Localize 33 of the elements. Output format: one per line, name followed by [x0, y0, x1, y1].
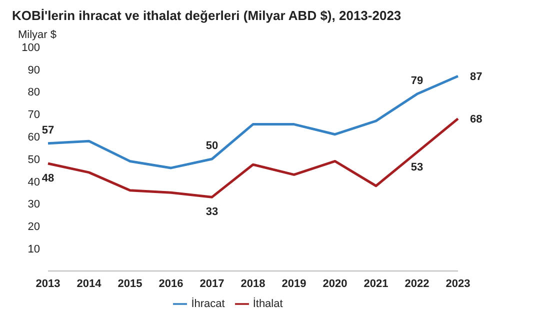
data-label: 57 — [42, 124, 54, 136]
y-tick-label: 80 — [28, 86, 40, 99]
x-tick-label: 2018 — [240, 278, 266, 290]
chart-title: KOBİ'lerin ihracat ve ithalat değerleri (Milyar ABD $), 2013-2023 — [11, 8, 402, 23]
data-label: 50 — [206, 140, 218, 152]
x-tick-label: 2016 — [158, 278, 184, 290]
legend-label: İhracat — [191, 298, 225, 310]
y-tick-label: 30 — [28, 198, 40, 211]
y-tick-label: 50 — [28, 154, 40, 166]
x-tick-label: 2020 — [322, 278, 348, 290]
y-tick-label: 70 — [28, 109, 40, 122]
y-tick-label: 100 — [22, 42, 40, 54]
y-tick-label: 20 — [28, 221, 40, 234]
legend-label: İthalat — [252, 298, 283, 310]
x-tick-label: 2015 — [118, 278, 142, 290]
y-axis-title: Milyar $ — [17, 29, 58, 41]
x-tick-label: 2019 — [282, 278, 306, 290]
y-tick-label: 60 — [28, 132, 40, 144]
x-tick-label: 2014 — [76, 278, 102, 290]
data-label: 48 — [42, 172, 54, 184]
x-tick-label: 2013 — [36, 278, 60, 290]
x-tick-label: 2017 — [200, 278, 224, 290]
x-tick-label: 2023 — [446, 278, 470, 290]
y-tick-label: 40 — [28, 176, 40, 188]
x-tick-label: 2021 — [364, 278, 388, 290]
y-tick-label: 10 — [28, 244, 40, 256]
data-label: 87 — [470, 71, 482, 84]
y-tick-label: 90 — [28, 64, 40, 76]
data-label: 53 — [410, 161, 424, 174]
data-label: 79 — [410, 75, 424, 88]
data-label: 33 — [206, 206, 218, 218]
data-label: 68 — [470, 114, 482, 126]
x-tick-label: 2022 — [404, 278, 430, 290]
